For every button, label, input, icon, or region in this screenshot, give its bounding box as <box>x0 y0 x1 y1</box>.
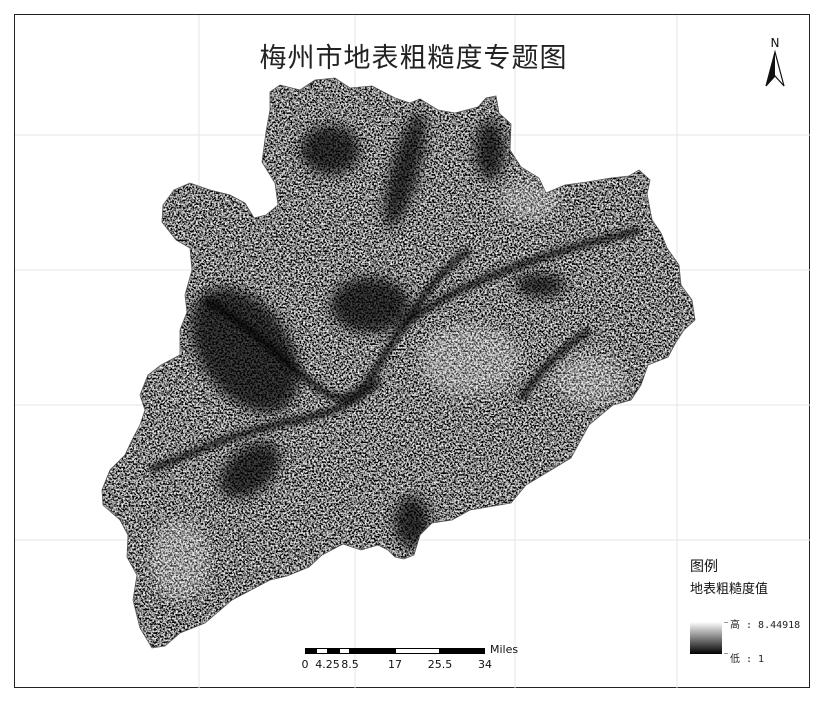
north-label: N <box>770 36 780 50</box>
scale-bar-segment <box>305 648 317 654</box>
scale-bar-segment <box>350 648 395 654</box>
legend-title: 图例 <box>690 559 718 575</box>
map-title: 梅州市地表粗糙度专题图 <box>259 43 568 74</box>
scale-bar-label: 4.25 <box>315 658 340 671</box>
legend: 图例 地表粗糙度值 高 : 8.44918 低 : 1 <box>688 556 810 666</box>
region-boundary <box>101 77 696 649</box>
scale-bar-label: 17 <box>388 658 402 671</box>
scale-bar-segment <box>327 648 339 654</box>
legend-field-name: 地表粗糙度值 <box>690 582 769 597</box>
legend-low-label: 低 : 1 <box>730 654 765 665</box>
legend-high-label: 高 : 8.44918 <box>730 620 801 631</box>
scale-bar-segment <box>338 648 350 654</box>
scale-bar-unit: Miles <box>490 643 519 656</box>
scale-bar-label: 0 <box>301 658 309 671</box>
north-arrow: N <box>760 36 790 88</box>
scale-bar-segment <box>440 648 485 654</box>
scale-bar-label: 25.5 <box>427 658 453 671</box>
legend-tick <box>724 622 728 623</box>
scale-bar-segment <box>316 648 328 654</box>
scale-bar-segment <box>395 648 440 654</box>
scale-bar: 0 4.25 8.5 17 25.5 34 Miles <box>300 640 530 674</box>
scale-bar-label: 8.5 <box>341 658 359 671</box>
scale-bar-label: 34 <box>478 658 492 671</box>
north-arrow-icon <box>765 49 785 87</box>
legend-tick <box>724 653 728 654</box>
legend-color-ramp <box>690 622 722 654</box>
